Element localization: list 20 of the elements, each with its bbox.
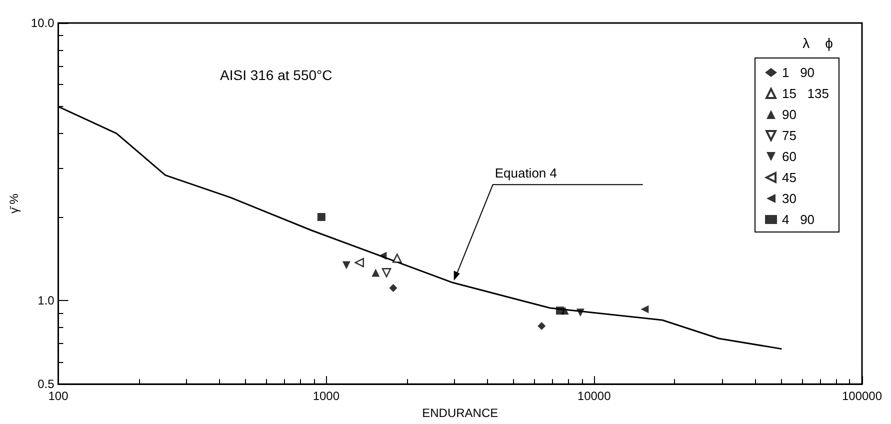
legend-label: 1 90: [782, 65, 815, 80]
legend-label: 15 135: [782, 86, 830, 101]
y-tick-label: 0.5: [38, 377, 55, 392]
legend-title: λ ϕ: [802, 35, 834, 51]
x-tick-label: 10000: [577, 389, 612, 404]
legend-label: 4 90: [782, 212, 815, 227]
x-tick-label: 1000: [312, 389, 340, 404]
y-tick-label: 10.0: [30, 16, 55, 30]
y-tick-label: 1.0: [38, 294, 55, 308]
legend-label: 90: [782, 107, 796, 122]
x-tick-label: 100000: [842, 389, 882, 404]
legend-label: 30: [782, 191, 796, 206]
legend-label: 60: [782, 149, 796, 164]
annotation: AISI 316 at 550°C: [220, 67, 332, 83]
y-axis-title: γ̄ %: [7, 193, 21, 214]
annotation: Equation 4: [494, 166, 557, 181]
x-axis-title: ENDURANCE: [422, 406, 498, 420]
legend-label: 75: [782, 128, 796, 143]
legend-label: 45: [782, 170, 796, 185]
x-tick-label: 100: [48, 389, 69, 404]
